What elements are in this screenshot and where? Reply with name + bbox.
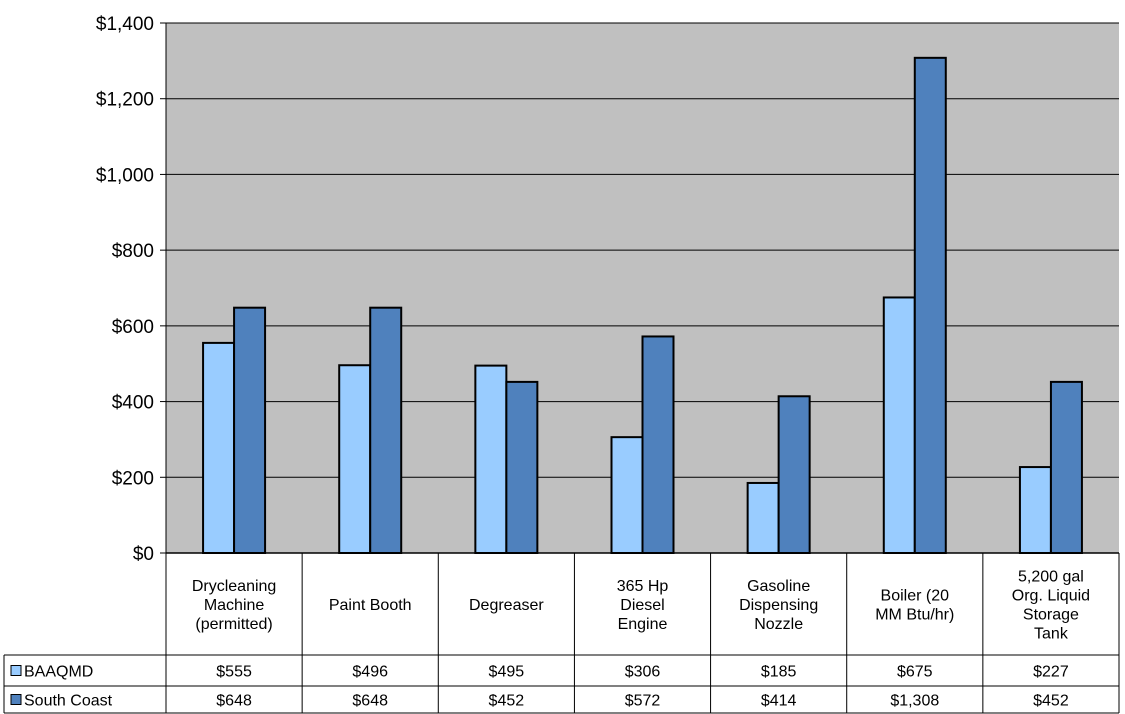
legend-swatch xyxy=(10,694,22,705)
bar-south-coast xyxy=(505,380,539,554)
bar-south-coast xyxy=(1049,380,1083,554)
data-table-value: $496 xyxy=(352,664,388,681)
data-table-value: $414 xyxy=(761,693,797,710)
category-label: Degreaser xyxy=(469,597,544,614)
data-table-value: $452 xyxy=(1033,693,1069,710)
data-table-value: $495 xyxy=(489,664,525,681)
y-tick-label: $200 xyxy=(112,468,154,489)
bar-baaqmd xyxy=(202,341,236,554)
data-table-value: $227 xyxy=(1033,664,1069,681)
bar-baaqmd xyxy=(746,481,780,555)
bar-south-coast xyxy=(777,395,811,554)
legend-label: BAAQMD xyxy=(24,664,93,681)
bar-baaqmd xyxy=(610,436,644,554)
y-tick-label: $1,000 xyxy=(96,165,154,186)
legend-label: South Coast xyxy=(24,693,113,710)
legend-swatch xyxy=(10,665,22,676)
y-tick-label: $1,400 xyxy=(96,14,154,35)
bar-baaqmd xyxy=(474,364,508,554)
data-table-value: $452 xyxy=(489,693,525,710)
category-label: Drycleaning Machine (permitted) xyxy=(192,578,276,633)
category-label: Gasoline Dispensing Nozzle xyxy=(739,578,818,633)
category-label: Boiler (20 MM Btu/hr) xyxy=(875,588,954,624)
data-table-value: $572 xyxy=(625,693,661,710)
y-tick-label: $800 xyxy=(112,241,154,262)
data-table-value: $185 xyxy=(761,664,797,681)
bar-south-coast xyxy=(913,56,947,554)
data-table-value: $1,308 xyxy=(890,693,939,710)
y-tick-label: $1,200 xyxy=(96,90,154,111)
bar-baaqmd xyxy=(1018,466,1052,555)
data-table-value: $648 xyxy=(352,693,388,710)
data-table-value: $648 xyxy=(216,693,252,710)
category-label: 5,200 gal Org. Liquid Storage Tank xyxy=(1012,569,1090,643)
y-tick-label: $400 xyxy=(112,393,154,414)
data-table-value: $306 xyxy=(625,664,661,681)
y-tick-label: $600 xyxy=(112,317,154,338)
category-label: Paint Booth xyxy=(329,597,412,614)
data-table-value: $555 xyxy=(216,664,252,681)
y-tick-label: $0 xyxy=(133,544,154,565)
category-label: 365 Hp Diesel Engine xyxy=(617,578,669,633)
data-table-value: $675 xyxy=(897,664,933,681)
bar-south-coast xyxy=(641,335,675,555)
bar-baaqmd xyxy=(338,364,372,554)
bar-south-coast xyxy=(369,306,403,554)
bar-baaqmd xyxy=(882,296,916,555)
bar-south-coast xyxy=(233,306,267,554)
